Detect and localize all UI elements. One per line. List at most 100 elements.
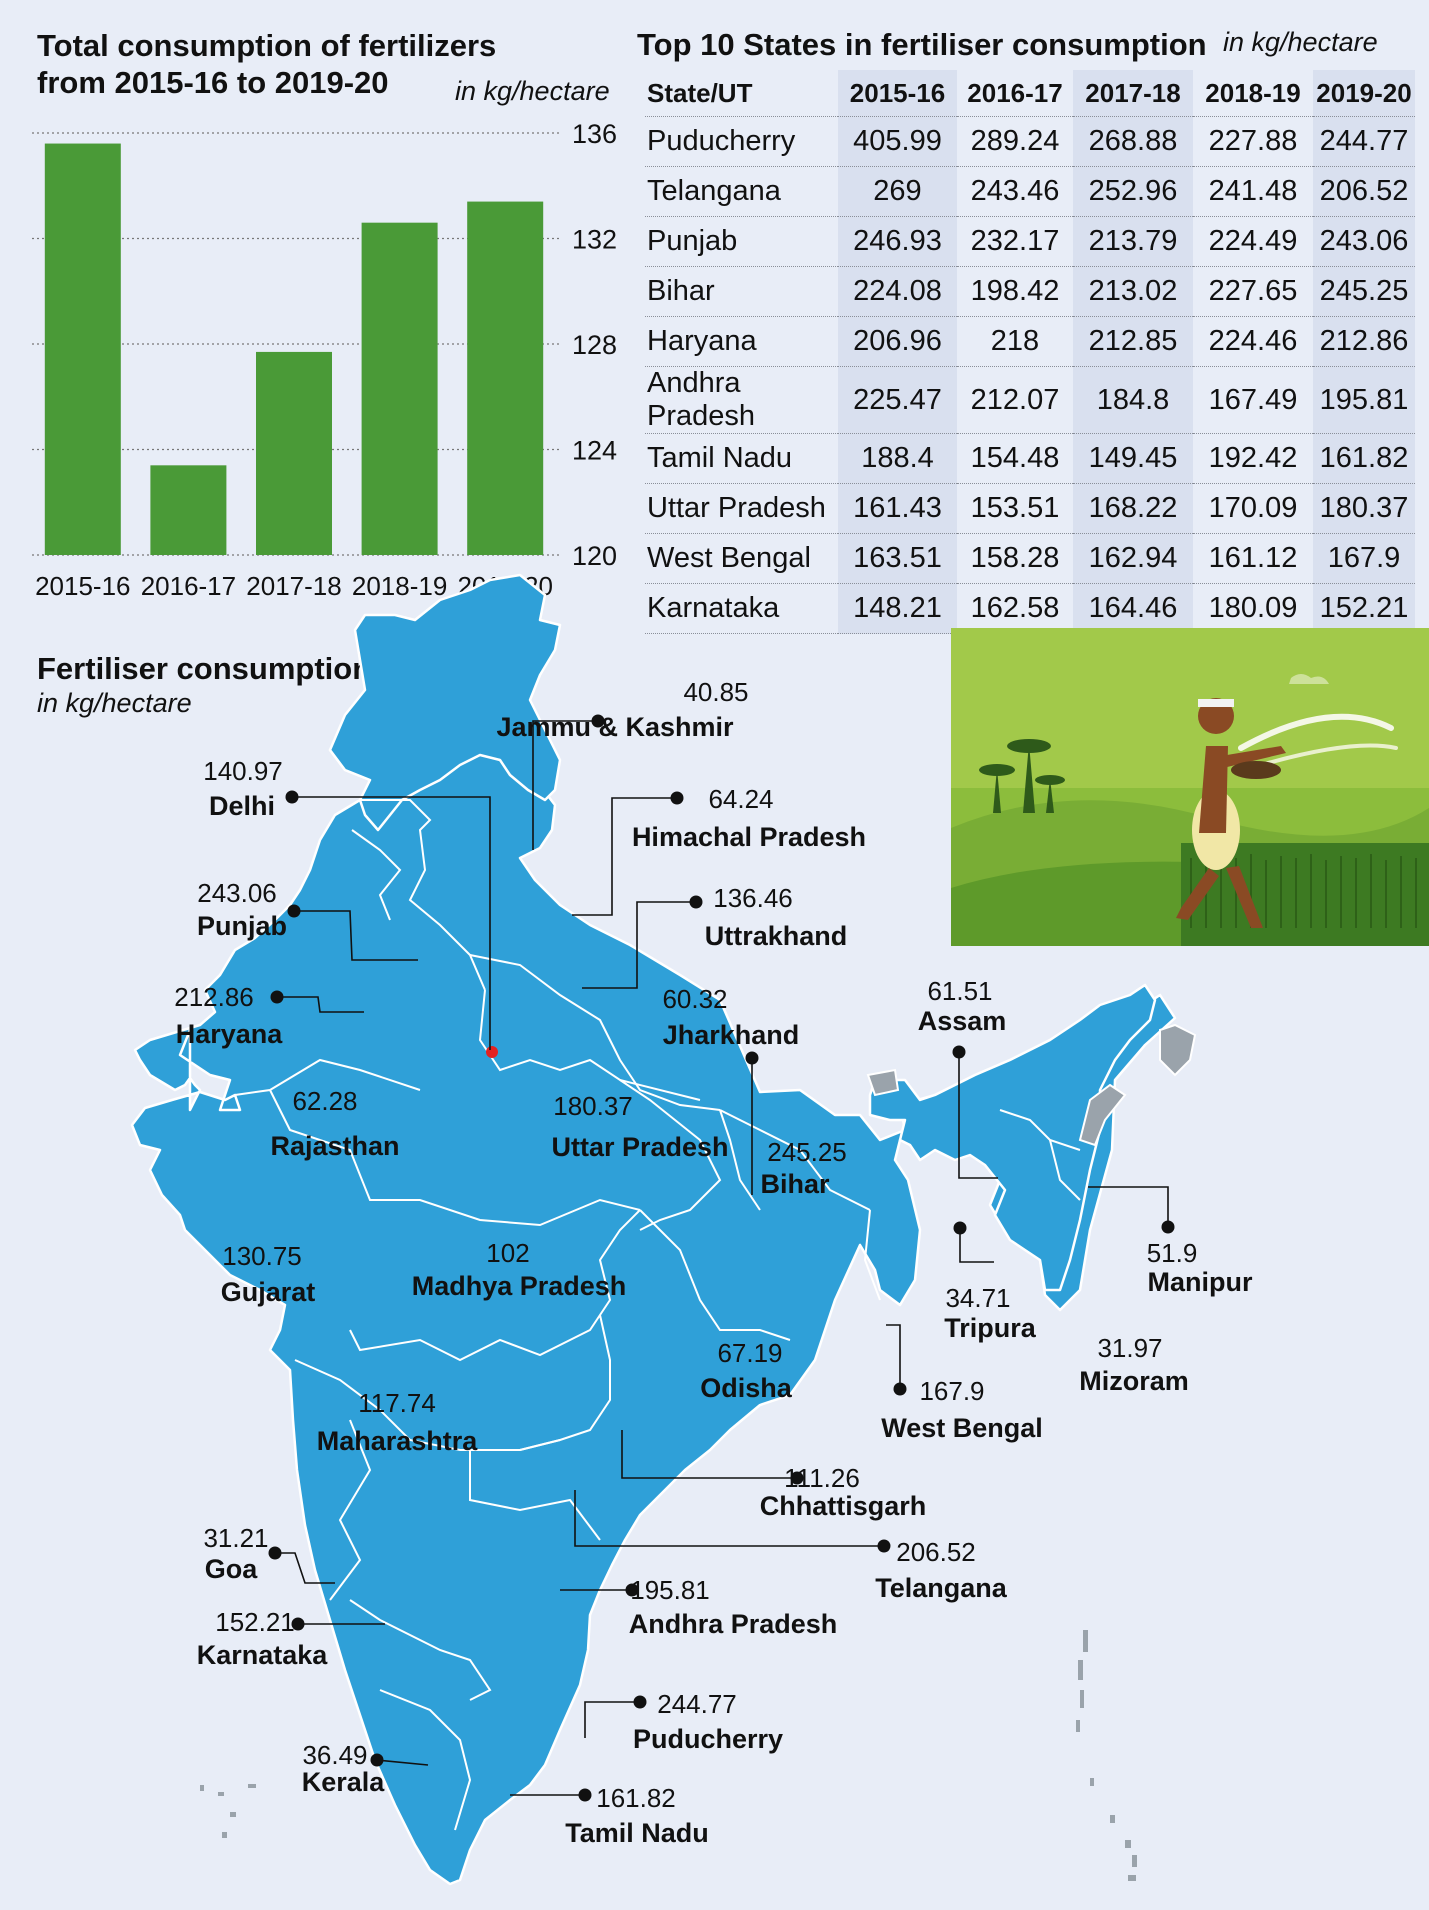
table-row: Tamil Nadu 188.4 154.48 149.45 192.42 161.82 (645, 433, 1415, 484)
map-region-label: Kerala (302, 1767, 386, 1797)
table-value-cell: 148.21 (838, 583, 957, 634)
table-value-cell: 162.58 (957, 583, 1073, 634)
bar-xtick-label: 2017-18 (246, 571, 341, 601)
table-header-row: State/UT 2015-16 2016-17 2017-18 2018-19 2019… (645, 70, 1415, 117)
bar-xtick-label: 2016-17 (141, 571, 236, 601)
table-value-cell: 152.21 (1313, 583, 1415, 634)
map-value-label: 62.28 (292, 1086, 357, 1116)
table-value-cell: 224.49 (1193, 216, 1313, 267)
map-region-label: Punjab (197, 911, 287, 941)
map-value-label: 206.52 (896, 1537, 976, 1567)
table-value-cell: 232.17 (957, 216, 1073, 267)
map-region-label: Uttrakhand (705, 921, 848, 951)
map-region-label: Assam (918, 1006, 1007, 1036)
map-value-label: 136.46 (713, 883, 793, 913)
table-value-cell: 164.46 (1073, 583, 1193, 634)
table-value-cell: 289.24 (957, 116, 1073, 167)
table-value-cell: 161.43 (838, 483, 957, 534)
map-region-label: Telangana (875, 1573, 1008, 1603)
map-value-label: 102 (486, 1238, 529, 1268)
table-value-cell: 153.51 (957, 483, 1073, 534)
table-state-cell: Andhra Pradesh (645, 366, 838, 434)
map-region-label: Jammu & Kashmir (496, 712, 734, 742)
table-value-cell: 184.8 (1073, 366, 1193, 434)
table-value-cell: 224.46 (1193, 316, 1313, 367)
map-region-label: Gujarat (221, 1277, 316, 1307)
map-value-label: 195.81 (630, 1575, 710, 1605)
table-value-cell: 163.51 (838, 533, 957, 584)
table-state-cell: Bihar (645, 266, 838, 317)
table-state-cell: Uttar Pradesh (645, 483, 838, 534)
table-value-cell: 218 (957, 316, 1073, 367)
delhi-marker (486, 1046, 498, 1058)
table-unit: in kg/hectare (1223, 27, 1378, 57)
bar-chart-unit: in kg/hectare (455, 76, 610, 106)
map-value-label: 243.06 (197, 878, 277, 908)
map-region-label: Haryana (176, 1019, 284, 1049)
table-state-cell: Tamil Nadu (645, 433, 838, 484)
map-value-label: 51.9 (1147, 1238, 1198, 1268)
map-region-label: Delhi (209, 791, 275, 821)
table-value-cell: 188.4 (838, 433, 957, 484)
table-value-cell: 192.42 (1193, 433, 1313, 484)
map-value-label: 36.49 (302, 1740, 367, 1770)
table-row: Telangana 269 243.46 252.96 241.48 206.52 (645, 166, 1415, 217)
table-col-header: 2018-19 (1205, 77, 1301, 108)
map-region-label: Uttar Pradesh (551, 1132, 728, 1162)
table-col-header: State/UT (647, 77, 753, 108)
table-value-cell: 158.28 (957, 533, 1073, 584)
table-value-cell: 241.48 (1193, 166, 1313, 217)
table-state-cell: Telangana (645, 166, 838, 217)
table-row: Andhra Pradesh 225.47 212.07 184.8 167.49 195… (645, 366, 1415, 434)
map-unit: in kg/hectare (37, 688, 192, 718)
table-value-cell: 195.81 (1313, 366, 1415, 434)
table-state-cell: West Bengal (645, 533, 838, 584)
table-value-cell: 268.88 (1073, 116, 1193, 167)
bar-chart-title-line2: from 2015-16 to 2019-20 (37, 65, 389, 100)
table-value-cell: 224.08 (838, 266, 957, 317)
table-value-cell: 225.47 (838, 366, 957, 434)
table-value-cell: 212.85 (1073, 316, 1193, 367)
table-value-cell: 154.48 (957, 433, 1073, 484)
bar-2019-20 (467, 201, 544, 555)
map-value-label: 180.37 (553, 1091, 633, 1121)
table-col-header: 2016-17 (967, 77, 1063, 108)
map-value-label: 31.97 (1097, 1333, 1162, 1363)
map-value-label: 161.82 (596, 1783, 676, 1813)
map-landmass (130, 573, 1197, 1886)
table-value-cell: 167.9 (1313, 533, 1415, 584)
map-region-label: Andhra Pradesh (629, 1609, 838, 1639)
map-labels: 40.85 Jammu & Kashmir 140.97 Delhi 64.24 Hima… (174, 677, 1253, 1848)
table-value-cell: 206.52 (1313, 166, 1415, 217)
map-region-label: Mizoram (1079, 1366, 1189, 1396)
map-value-label: 64.24 (708, 784, 773, 814)
map-value-label: 245.25 (767, 1137, 847, 1167)
leader-dots (268, 714, 1175, 1802)
islands-lakshadweep (200, 1784, 256, 1838)
map-value-label: 152.21 (215, 1607, 295, 1637)
map-value-label: 244.77 (657, 1689, 737, 1719)
table-value-cell: 269 (838, 166, 957, 217)
map-value-label: 167.9 (919, 1376, 984, 1406)
table-value-cell: 244.77 (1313, 116, 1415, 167)
table-row: Bihar 224.08 198.42 213.02 227.65 245.25 (645, 266, 1415, 317)
map-value-label: 61.51 (927, 976, 992, 1006)
table-row: Punjab 246.93 232.17 213.79 224.49 243.06 (645, 216, 1415, 267)
map-region-label: Tamil Nadu (565, 1818, 709, 1848)
map-value-label: 140.97 (203, 756, 283, 786)
table-value-cell: 161.82 (1313, 433, 1415, 484)
bar-ytick-label: 128 (572, 330, 617, 360)
map-region-label: Rajasthan (270, 1131, 399, 1161)
map-region-label: Bihar (760, 1169, 830, 1199)
region-grey-ne1 (1159, 1023, 1197, 1077)
table-row: Uttar Pradesh 161.43 153.51 168.22 170.09 180… (645, 483, 1415, 534)
table-value-cell: 243.06 (1313, 216, 1415, 267)
bar-chart-title: Total consumption of fertilizers from 20… (37, 27, 496, 101)
table-row: Puducherry 405.99 289.24 268.88 227.88 244.77 (645, 116, 1415, 167)
table-value-cell: 243.46 (957, 166, 1073, 217)
leader-lines (275, 720, 1169, 1796)
bar-ytick-label: 124 (572, 436, 617, 466)
table-state-cell: Haryana (645, 316, 838, 367)
table-col-header: 2019-20 (1313, 70, 1415, 117)
